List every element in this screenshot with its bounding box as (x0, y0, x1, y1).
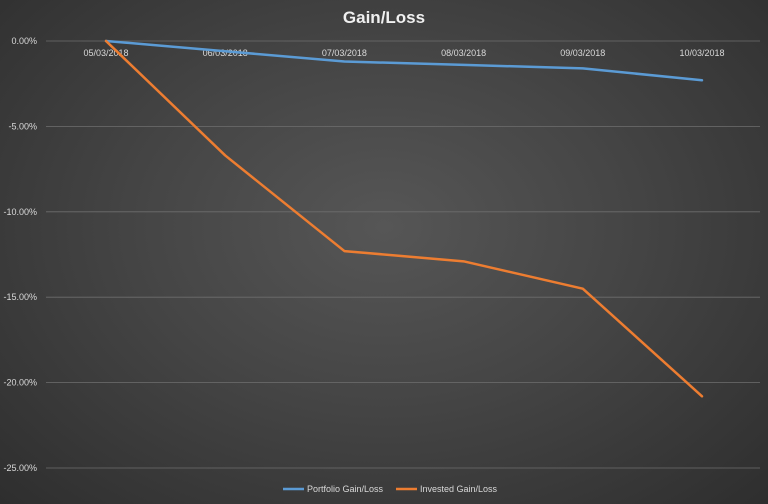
x-tick-label: 07/03/2018 (322, 48, 367, 58)
x-tick-label: 08/03/2018 (441, 48, 486, 58)
x-tick-label: 06/03/2018 (203, 48, 248, 58)
x-tick-label: 05/03/2018 (83, 48, 128, 58)
y-tick-label: 0.00% (11, 36, 37, 46)
y-tick-label: -15.00% (3, 292, 37, 302)
y-tick-label: -25.00% (3, 463, 37, 473)
series-line (104, 39, 704, 398)
x-tick-label: 10/03/2018 (679, 48, 724, 58)
chart-title: Gain/Loss (342, 8, 426, 27)
y-tick-label: -20.00% (3, 378, 37, 388)
x-tick-label: 09/03/2018 (560, 48, 605, 58)
y-tick-label: -10.00% (3, 207, 37, 217)
legend-label: Portfolio Gain/Loss (307, 484, 384, 494)
series-line (104, 39, 704, 82)
legend-label: Invested Gain/Loss (420, 484, 498, 494)
y-tick-label: -5.00% (8, 121, 37, 131)
